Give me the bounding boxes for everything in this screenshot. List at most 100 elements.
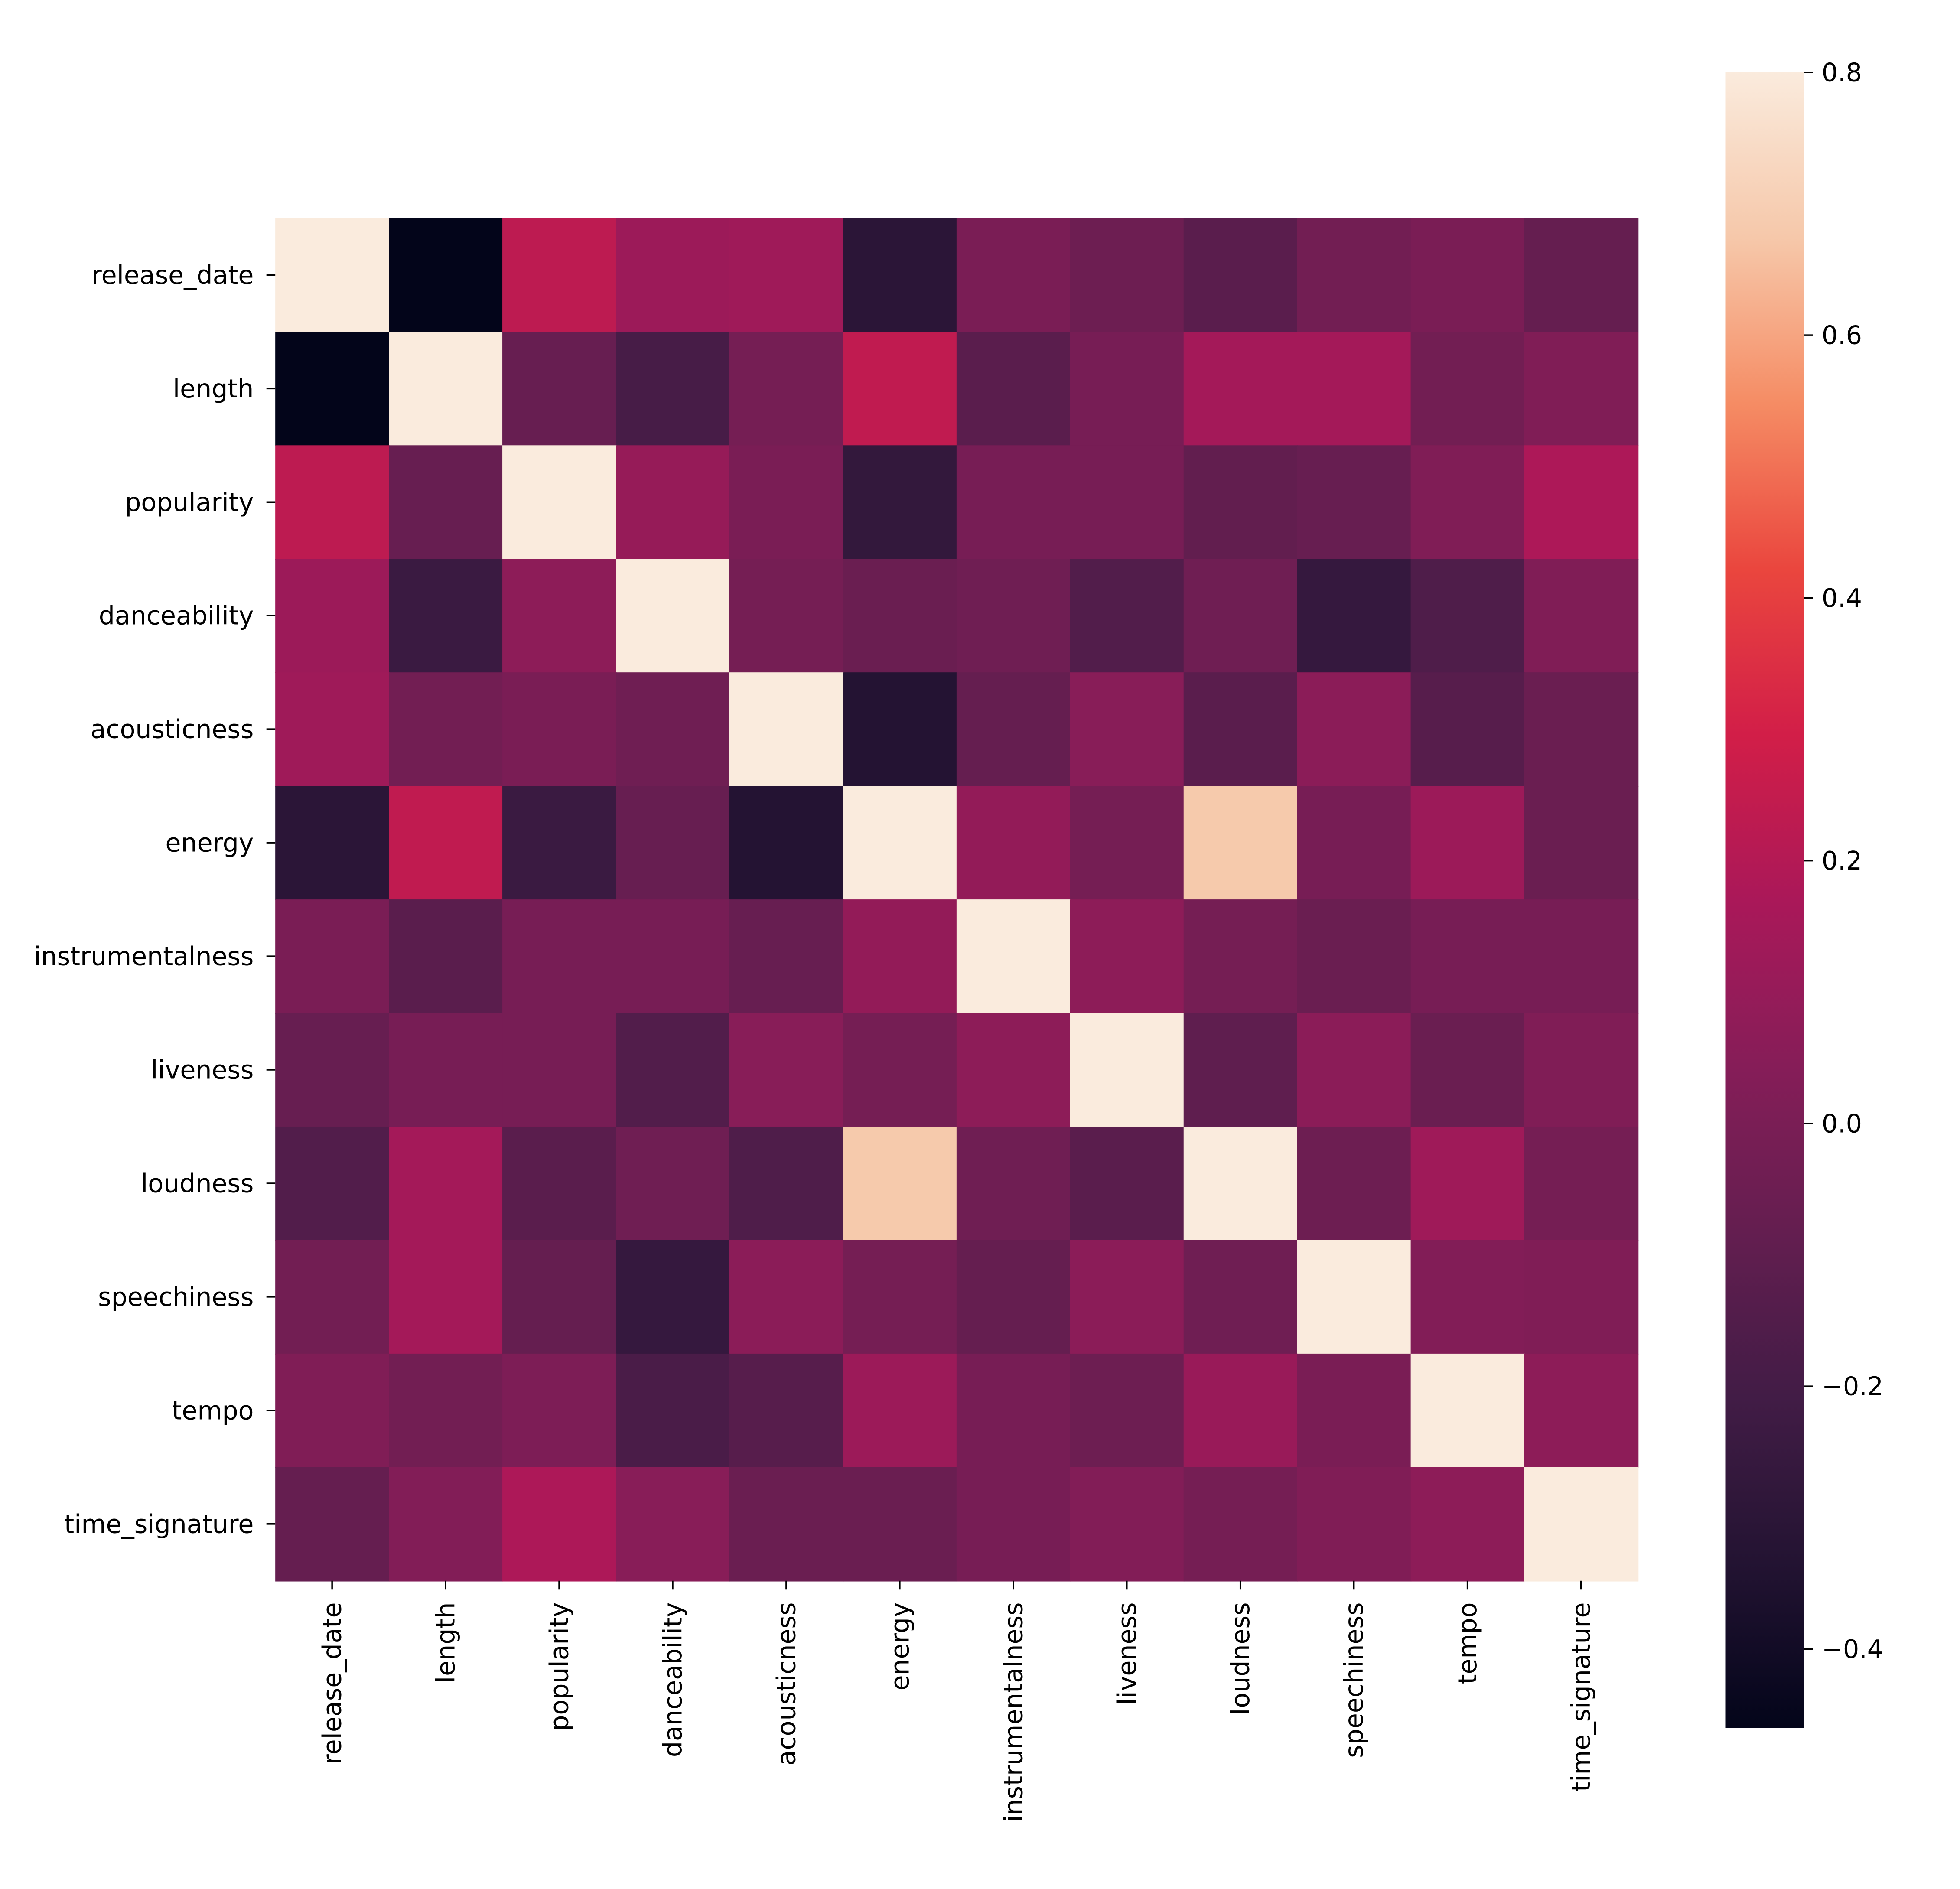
- heatmap-cell: [616, 786, 730, 900]
- heatmap-cell: [616, 1126, 730, 1241]
- heatmap-cell: [1410, 1013, 1525, 1127]
- heatmap-cell: [616, 218, 730, 333]
- heatmap-cell: [1524, 218, 1639, 333]
- heatmap-cell: [1297, 1240, 1412, 1355]
- heatmap-cell: [843, 1126, 957, 1241]
- colorbar-tick-label: 0.4: [1822, 583, 1862, 613]
- heatmap-cell: [1183, 1126, 1298, 1241]
- heatmap-cell: [956, 786, 1071, 900]
- colorbar-tick-label: 0.8: [1822, 58, 1862, 87]
- heatmap-cell: [275, 672, 390, 787]
- heatmap-cell: [275, 332, 390, 446]
- heatmap-cell: [1070, 786, 1185, 900]
- heatmap-cell: [389, 786, 503, 900]
- heatmap-cell: [1524, 899, 1639, 1014]
- heatmap-cells: [275, 218, 1639, 1582]
- heatmap-cell: [502, 786, 617, 900]
- heatmap-cell: [1183, 1240, 1298, 1355]
- heatmap-cell: [1183, 559, 1298, 673]
- heatmap-cell: [843, 1353, 957, 1468]
- heatmap-cell: [956, 1240, 1071, 1355]
- heatmap-cell: [1297, 672, 1412, 787]
- y-tick-label: liveness: [151, 1055, 254, 1085]
- heatmap-cell: [275, 218, 390, 333]
- heatmap-cell: [389, 1353, 503, 1468]
- heatmap-cell: [1410, 559, 1525, 673]
- heatmap-cell: [1297, 1353, 1412, 1468]
- heatmap-cell: [1524, 559, 1639, 673]
- heatmap-cell: [1070, 1467, 1185, 1582]
- colorbar-tick-label: 0.2: [1822, 846, 1862, 876]
- heatmap-cell: [616, 559, 730, 673]
- heatmap-cell: [1070, 332, 1185, 446]
- heatmap-cell: [1297, 559, 1412, 673]
- y-tick-label: acousticness: [91, 715, 254, 744]
- heatmap-cell: [502, 559, 617, 673]
- heatmap-cell: [843, 445, 957, 560]
- heatmap-cell: [843, 1013, 957, 1127]
- heatmap-cell: [502, 899, 617, 1014]
- y-tick-label: speechiness: [98, 1282, 254, 1312]
- x-tick-label: danceability: [658, 1602, 687, 1758]
- heatmap-cell: [616, 899, 730, 1014]
- heatmap-cell: [389, 899, 503, 1014]
- heatmap-cell: [1524, 672, 1639, 787]
- heatmap-cell: [1070, 218, 1185, 333]
- heatmap-cell: [1297, 332, 1412, 446]
- heatmap-cell: [843, 559, 957, 673]
- heatmap-cell: [616, 672, 730, 787]
- heatmap-cell: [275, 559, 390, 673]
- heatmap-cell: [1183, 786, 1298, 900]
- heatmap-cell: [1297, 786, 1412, 900]
- heatmap-cell: [1297, 1467, 1412, 1582]
- y-tick-label: time_signature: [64, 1509, 254, 1539]
- heatmap-cell: [389, 1013, 503, 1127]
- heatmap-cell: [1410, 1467, 1525, 1582]
- x-tick-label: time_signature: [1566, 1602, 1596, 1792]
- heatmap-cell: [1070, 1240, 1185, 1355]
- heatmap-cell: [502, 332, 617, 446]
- y-tick-label: energy: [166, 828, 254, 858]
- heatmap-cell: [1297, 218, 1412, 333]
- heatmap-cell: [1524, 1353, 1639, 1468]
- heatmap-cell: [956, 1126, 1071, 1241]
- heatmap-cell: [843, 1467, 957, 1582]
- x-tick-label: loudness: [1226, 1602, 1255, 1715]
- heatmap-cell: [275, 1353, 390, 1468]
- heatmap-cell: [1524, 445, 1639, 560]
- colorbar-tick-label: 0.6: [1822, 321, 1862, 350]
- heatmap-cell: [843, 218, 957, 333]
- y-tick-label: tempo: [172, 1396, 254, 1425]
- heatmap-cell: [616, 332, 730, 446]
- heatmap-cell: [956, 218, 1071, 333]
- heatmap-cell: [502, 445, 617, 560]
- heatmap-cell: [389, 559, 503, 673]
- heatmap-cell: [1410, 672, 1525, 787]
- heatmap-cell: [1524, 1126, 1639, 1241]
- heatmap-cell: [616, 1353, 730, 1468]
- heatmap-cell: [729, 672, 844, 787]
- heatmap-cell: [956, 445, 1071, 560]
- heatmap-cell: [389, 1467, 503, 1582]
- heatmap-cell: [729, 445, 844, 560]
- heatmap-cell: [275, 445, 390, 560]
- heatmap-cell: [956, 672, 1071, 787]
- y-tick-label: danceability: [99, 601, 254, 631]
- heatmap-cell: [275, 899, 390, 1014]
- heatmap-cell: [502, 1126, 617, 1241]
- heatmap-cell: [275, 1240, 390, 1355]
- heatmap-cell: [729, 1126, 844, 1241]
- y-tick-label: release_date: [91, 261, 254, 290]
- heatmap-cell: [275, 1467, 390, 1582]
- heatmap-cell: [1070, 1126, 1185, 1241]
- colorbar-tick-label: −0.2: [1822, 1372, 1883, 1401]
- heatmap-cell: [956, 1467, 1071, 1582]
- heatmap-cell: [1297, 899, 1412, 1014]
- x-tick-label: popularity: [545, 1602, 574, 1731]
- heatmap-cell: [1410, 1353, 1525, 1468]
- heatmap-cell: [502, 672, 617, 787]
- heatmap-cell: [275, 1013, 390, 1127]
- heatmap-cell: [843, 672, 957, 787]
- heatmap-cell: [616, 445, 730, 560]
- colorbar: [1725, 72, 1804, 1728]
